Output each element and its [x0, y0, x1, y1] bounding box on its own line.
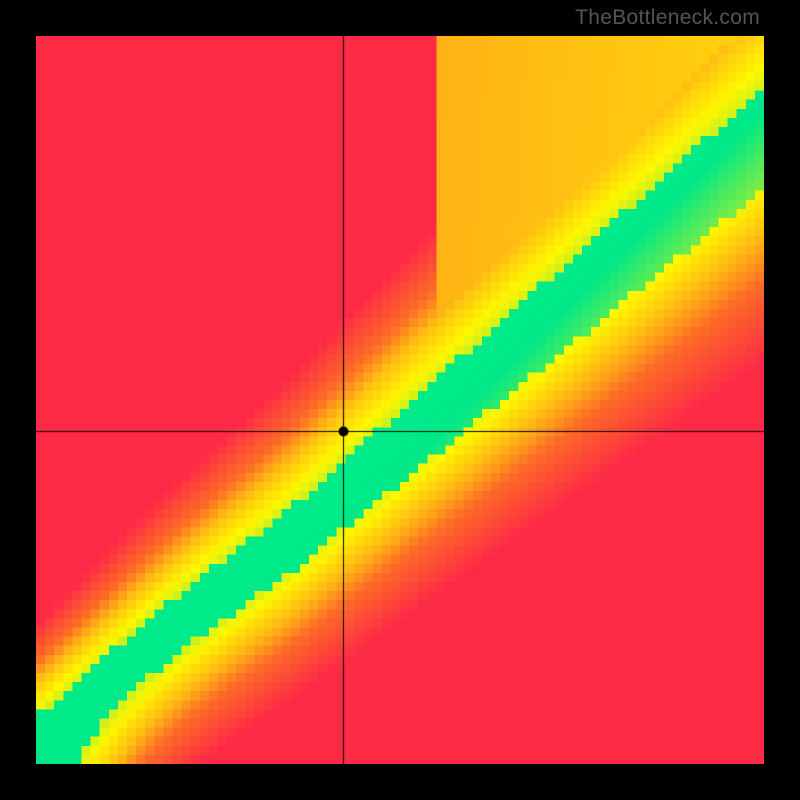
overlay-canvas [36, 36, 764, 764]
chart-container: TheBottleneck.com [0, 0, 800, 800]
watermark-text: TheBottleneck.com [575, 6, 760, 30]
